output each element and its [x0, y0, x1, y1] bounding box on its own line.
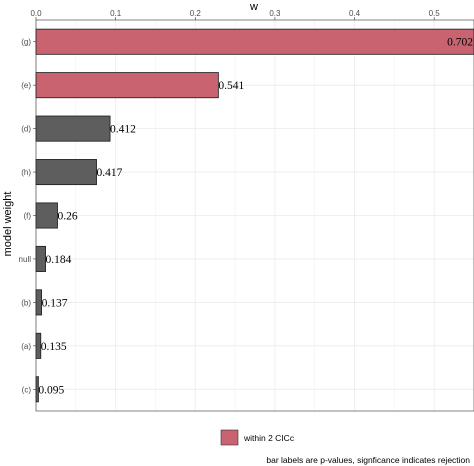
bar-value-labels: 0.702 0.541 0.412 0.417 0.26 0.184 0.137 0.135 0… — [38, 37, 473, 397]
bar-h — [35, 159, 97, 186]
x-tick-labels: 0.0 0.1 0.2 0.3 0.4 0.5 — [30, 9, 440, 20]
y-tick-label: (e) — [21, 81, 31, 90]
bars — [35, 28, 474, 403]
y-tick-label: (c) — [22, 385, 32, 394]
x-tick-label: 0.1 — [110, 9, 122, 18]
bar-value-label: 0.184 — [46, 254, 72, 266]
bar-d — [35, 115, 111, 142]
x-tick-label: 0.5 — [429, 9, 441, 18]
legend-key-within-2-cicc — [220, 429, 239, 446]
x-tick-label: 0.3 — [269, 9, 281, 18]
bar-g — [35, 28, 474, 55]
bar-value-label: 0.095 — [38, 384, 64, 396]
bar-value-label: 0.412 — [110, 124, 136, 136]
bar-value-label: 0.417 — [97, 167, 123, 179]
y-tick-label: (f) — [23, 212, 31, 221]
y-tick-label: (g) — [21, 38, 31, 47]
y-tick-label: null — [19, 255, 32, 264]
bar-value-label: 0.135 — [41, 341, 67, 353]
bar-f — [35, 202, 58, 229]
y-tick-labels: (g) (e) (d) (h) (f) null (b) (a) (c) — [19, 38, 36, 394]
bar-e — [35, 72, 219, 99]
bar-null — [35, 245, 46, 272]
bar-value-label: 0.702 — [447, 37, 473, 49]
y-tick-label: (a) — [21, 342, 31, 351]
bar-value-label: 0.137 — [42, 297, 68, 309]
bar-value-label: 0.26 — [58, 211, 78, 223]
y-tick-label: (d) — [21, 125, 31, 134]
y-tick-label: (b) — [21, 298, 31, 307]
x-tick-label: 0.0 — [30, 9, 42, 18]
caption: bar labels are p-values, signficance ind… — [266, 455, 470, 465]
x-axis-title: w — [249, 1, 258, 13]
y-tick-label: (h) — [21, 168, 31, 177]
bar-value-label: 0.541 — [218, 80, 244, 92]
legend-label-within-2-cicc: within 2 CICc — [243, 433, 295, 443]
y-axis-title: model weight — [2, 192, 14, 257]
x-tick-label: 0.4 — [349, 9, 361, 18]
legend: within 2 CICc — [220, 429, 295, 446]
x-tick-label: 0.2 — [190, 9, 202, 18]
